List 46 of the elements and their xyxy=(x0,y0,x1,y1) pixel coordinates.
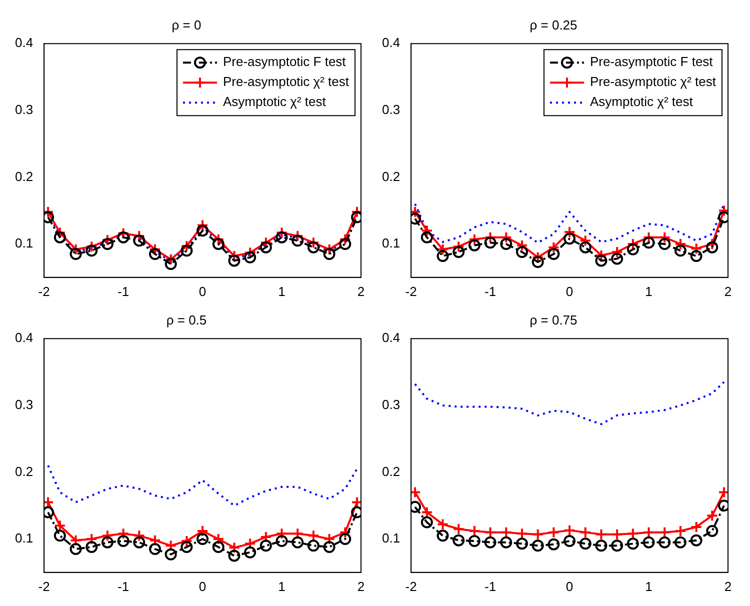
y-tick-label: 0.1 xyxy=(14,530,34,546)
y-tick-label: 0.1 xyxy=(382,236,400,251)
y-tick-label: 0.4 xyxy=(14,330,34,346)
y-tick-label: 0.2 xyxy=(382,464,400,479)
chart-title: ρ = 0.75 xyxy=(530,312,578,328)
y-tick-label: 0.3 xyxy=(382,396,400,412)
y-tick-label: 0.1 xyxy=(14,236,34,251)
x-tick-label: -2 xyxy=(405,284,417,299)
y-tick-label: 0.2 xyxy=(382,168,400,184)
chart-title: ρ = 0 xyxy=(172,17,202,32)
x-tick-label: -1 xyxy=(484,578,496,594)
y-tick-label: 0.2 xyxy=(14,464,34,479)
chart-title: ρ = 0.5 xyxy=(166,312,207,328)
x-tick-label: 0 xyxy=(198,578,206,594)
x-tick-label: 2 xyxy=(724,578,732,594)
y-tick-label: 0.4 xyxy=(382,330,400,346)
chart-title: ρ = 0.25 xyxy=(530,17,578,32)
y-tick-label: 0.4 xyxy=(382,35,400,50)
legend-label: Asymptotic χ² test xyxy=(222,94,326,110)
x-tick-label: 2 xyxy=(357,578,365,594)
x-tick-label: 0 xyxy=(198,284,206,299)
y-tick-label: 0.3 xyxy=(14,102,34,117)
legend-label: Pre-asymptotic χ² test xyxy=(590,74,716,90)
legend-label: Pre-asymptotic F test xyxy=(222,54,346,70)
x-tick-label: 1 xyxy=(645,578,652,594)
x-tick-label: 0 xyxy=(566,284,574,299)
y-tick-label: 0.2 xyxy=(14,168,34,184)
x-tick-label: -1 xyxy=(484,284,496,299)
x-tick-label: -2 xyxy=(38,578,50,594)
x-tick-label: -1 xyxy=(118,284,130,299)
y-tick-label: 0.1 xyxy=(382,530,400,546)
legend-label: Pre-asymptotic F test xyxy=(590,54,714,70)
x-tick-label: -1 xyxy=(118,578,130,594)
y-tick-label: 0.3 xyxy=(382,102,400,117)
x-tick-label: 1 xyxy=(278,284,286,299)
y-tick-label: 0.4 xyxy=(14,35,34,50)
legend-label: Asymptotic χ² test xyxy=(590,94,694,110)
x-tick-label: 1 xyxy=(645,284,652,299)
x-tick-label: 0 xyxy=(566,578,574,594)
x-tick-label: 2 xyxy=(724,284,732,299)
y-tick-label: 0.3 xyxy=(14,396,34,412)
x-tick-label: 2 xyxy=(357,284,365,299)
x-tick-label: 1 xyxy=(278,578,286,594)
x-tick-label: -2 xyxy=(38,284,50,299)
x-tick-label: -2 xyxy=(405,578,417,594)
legend-label: Pre-asymptotic χ² test xyxy=(222,74,350,90)
